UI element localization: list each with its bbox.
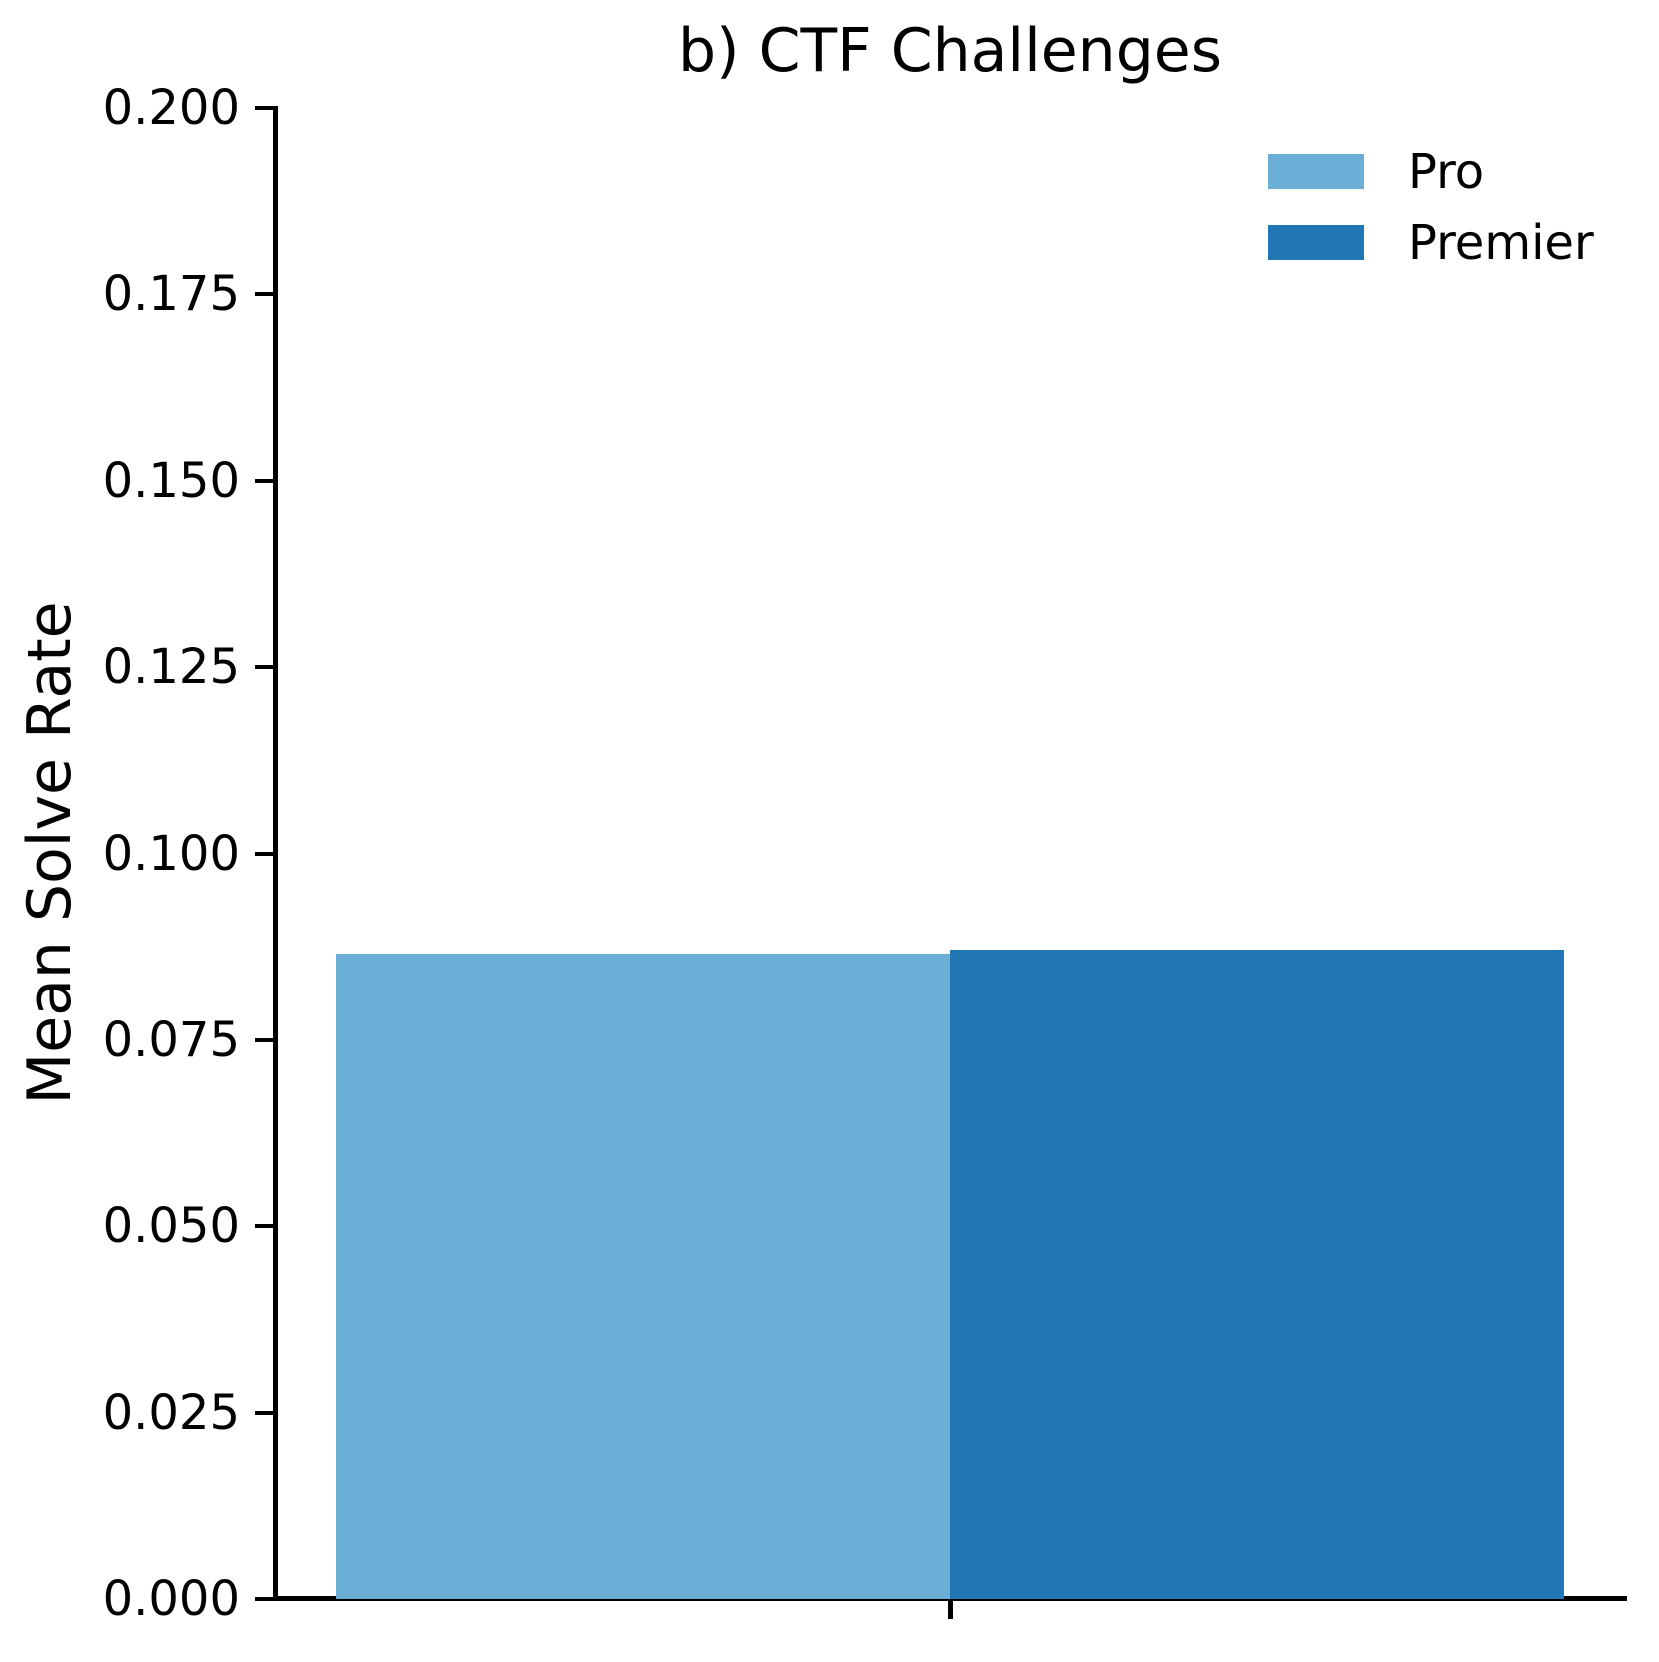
y-tick (255, 1224, 275, 1229)
legend-swatch-pro (1268, 154, 1364, 189)
y-tick-label: 0.000 (102, 1571, 240, 1627)
y-tick-label: 0.175 (102, 266, 240, 323)
y-tick (255, 1037, 275, 1042)
y-tick (255, 1410, 275, 1415)
y-tick-label: 0.100 (102, 825, 240, 882)
y-tick-label: 0.075 (102, 1011, 240, 1068)
y-tick-label: 0.025 (102, 1384, 240, 1441)
legend-label-pro: Pro (1408, 143, 1485, 200)
y-tick (255, 292, 275, 297)
y-tick (255, 478, 275, 483)
y-tick (255, 1597, 275, 1601)
y-tick (255, 851, 275, 856)
legend-entry-premier: Premier (1268, 207, 1594, 278)
legend-label-premier: Premier (1408, 214, 1594, 271)
bar-pro (336, 954, 950, 1599)
y-axis-spine (273, 106, 278, 1601)
y-tick-label: 0.125 (102, 639, 240, 696)
bar-premier (950, 950, 1564, 1599)
y-tick (255, 665, 275, 670)
x-tick (948, 1601, 953, 1619)
legend: Pro Premier (1268, 136, 1594, 278)
y-tick-label: 0.150 (102, 452, 240, 509)
legend-entry-pro: Pro (1268, 136, 1594, 207)
y-tick (255, 106, 275, 110)
legend-swatch-premier (1268, 225, 1364, 260)
y-tick-label: 0.050 (102, 1198, 240, 1255)
y-tick-label: 0.200 (102, 80, 240, 136)
chart-title: b) CTF Challenges (678, 16, 1222, 86)
